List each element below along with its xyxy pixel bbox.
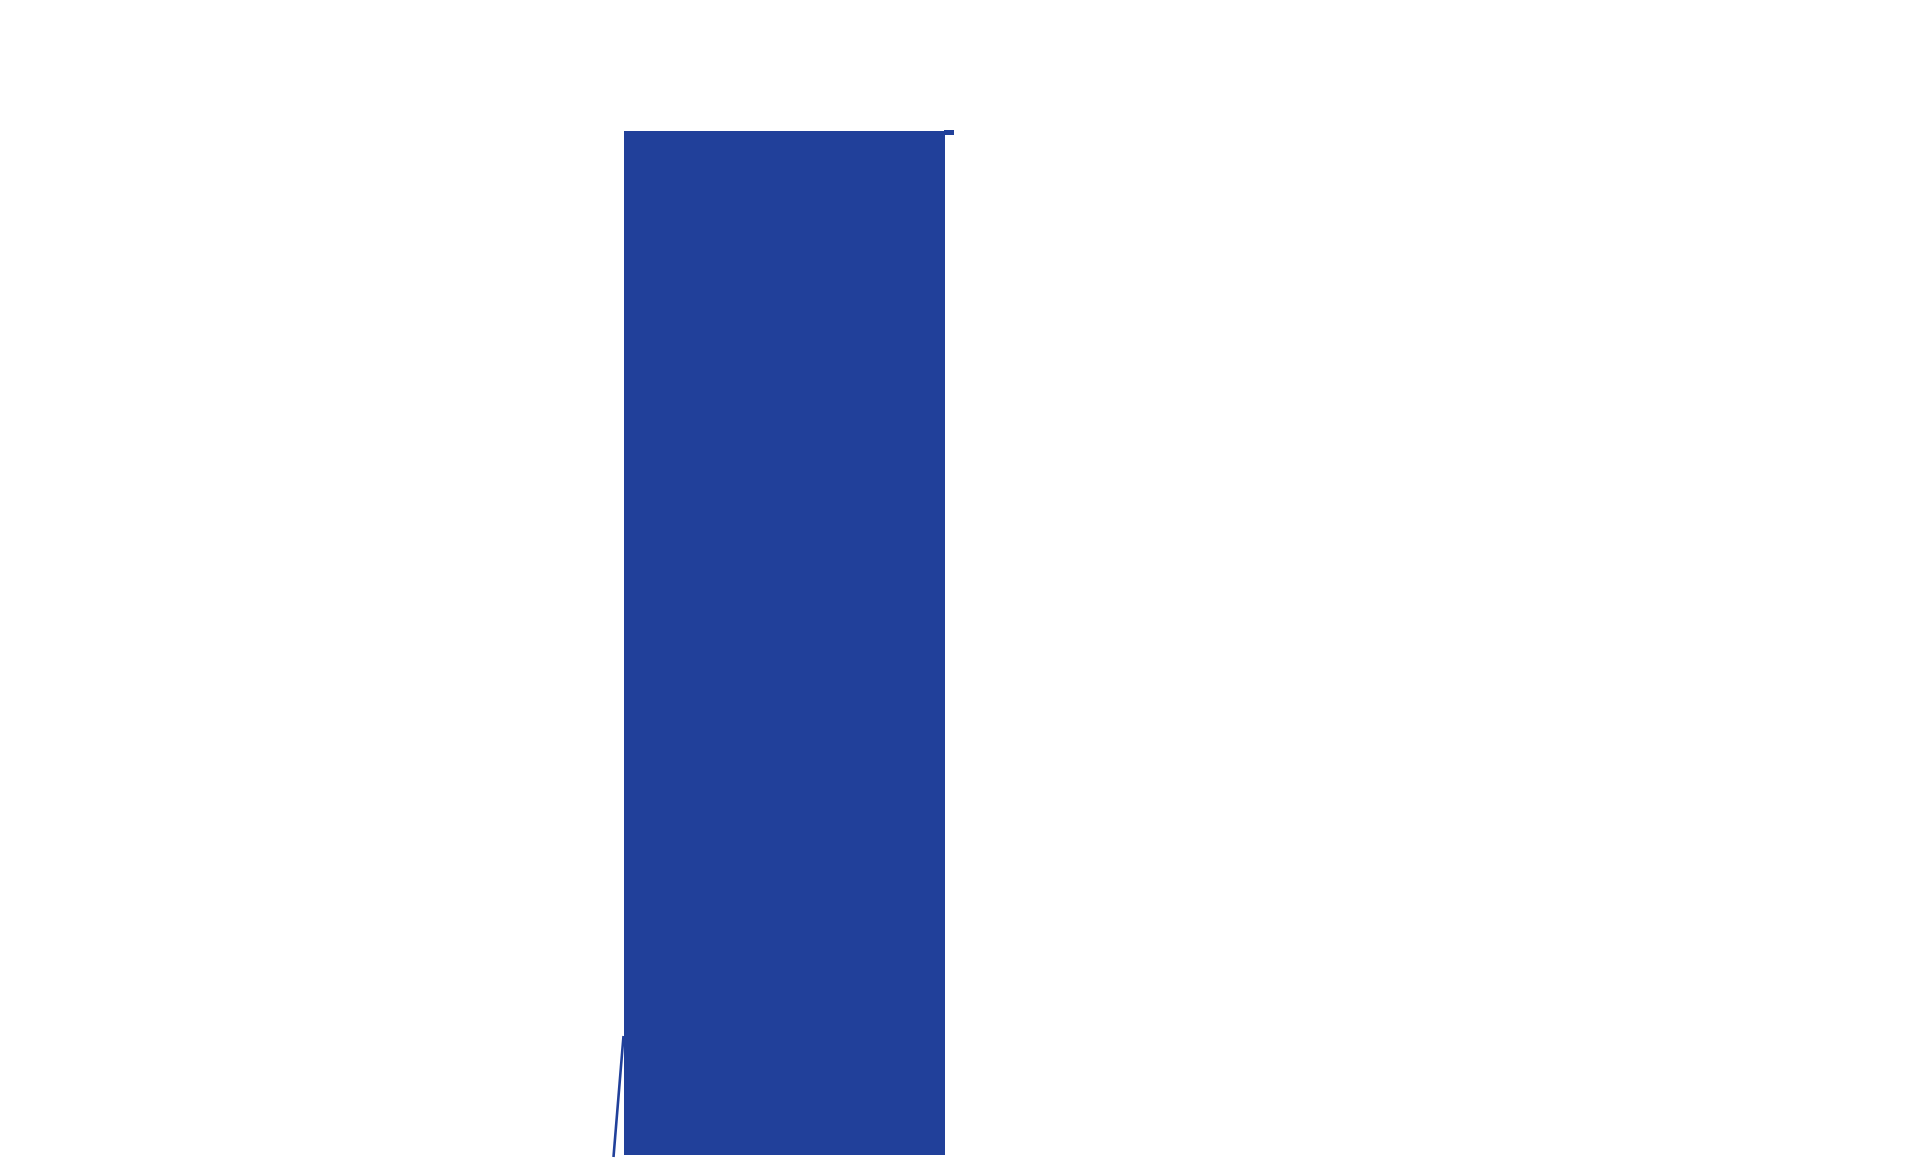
blue-rectangle-top-right-tab — [944, 130, 954, 135]
diagonal-stroke — [612, 1035, 625, 1158]
blue-rectangle — [624, 131, 945, 1155]
